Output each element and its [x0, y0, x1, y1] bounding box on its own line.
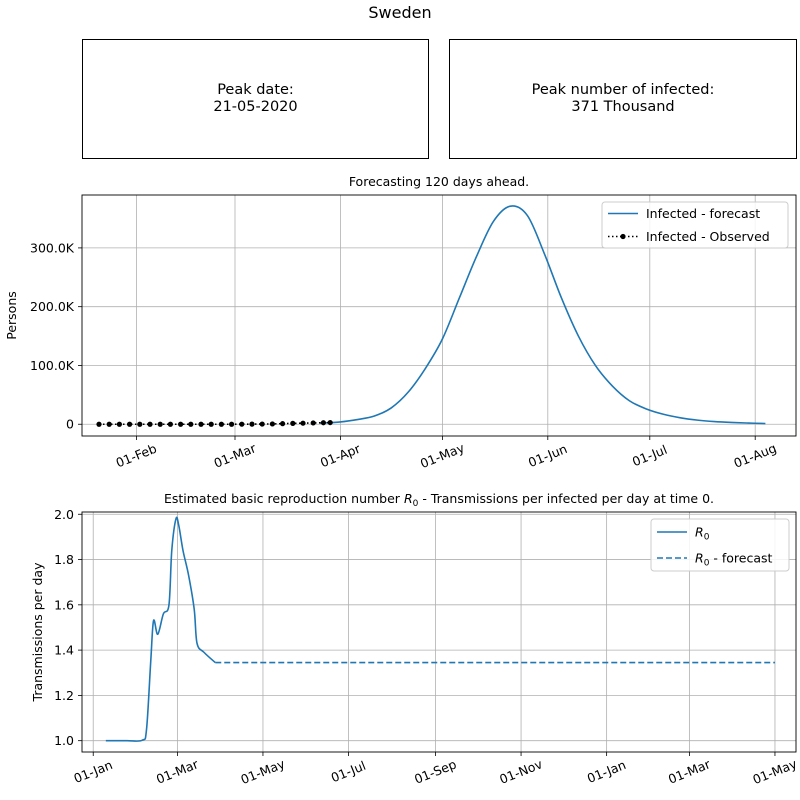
data-point	[167, 421, 173, 427]
peak-infected-box: Peak number of infected: 371 Thousand	[449, 39, 797, 159]
x-tick-label: 01-Jul	[329, 758, 368, 785]
x-tick-label: 01-Aug	[732, 440, 779, 471]
x-tick-label: 01-May	[418, 440, 467, 471]
data-point	[116, 421, 122, 427]
data-point	[320, 420, 326, 426]
chart-title: Forecasting 120 days ahead.	[349, 174, 529, 189]
data-point	[300, 420, 306, 426]
data-point	[239, 421, 245, 427]
chart-2: Estimated basic reproduction number R0 -…	[30, 491, 800, 787]
y-tick-label: 1.4	[54, 643, 74, 658]
x-tick-label: 01-May	[751, 756, 800, 787]
y-tick-label: 1.0	[54, 733, 74, 748]
series-line-2	[99, 421, 331, 426]
series-line-1	[105, 516, 216, 742]
legend-marker	[620, 233, 626, 240]
chart-title: Estimated basic reproduction number R0 -…	[164, 491, 714, 509]
data-point	[137, 421, 143, 427]
peak-infected-label: Peak number of infected:	[531, 82, 715, 98]
x-tick-label: 01-May	[239, 756, 288, 787]
x-tick-label: 01-Sep	[412, 756, 458, 786]
y-tick-label: 1.8	[54, 552, 74, 567]
data-point	[96, 421, 102, 427]
x-tick-label: 01-Apr	[318, 440, 363, 470]
x-tick-label: 01-Mar	[666, 756, 713, 787]
data-point	[106, 421, 112, 427]
data-point	[147, 421, 153, 427]
data-point	[259, 421, 265, 427]
y-axis-label: Transmissions per day	[30, 562, 45, 703]
data-point	[218, 421, 224, 427]
peak-date-label: Peak date:	[217, 82, 294, 98]
series-line-1	[319, 205, 766, 425]
legend-label-1: R0	[695, 525, 710, 543]
legend-label-2: Infected - Observed	[646, 229, 770, 244]
legend: R0 R0 - forecast	[650, 518, 790, 572]
peak-date-box: Peak date: 21-05-2020	[82, 39, 429, 159]
data-point	[280, 421, 286, 427]
data-point	[188, 421, 194, 427]
data-point	[290, 420, 296, 426]
x-tick-label: 01-Nov	[497, 756, 545, 787]
x-tick-label: 01-Jan	[585, 757, 628, 786]
plot-frame	[81, 511, 797, 753]
data-point	[198, 421, 204, 427]
data-point	[229, 421, 235, 427]
peak-date-value: 21-05-2020	[213, 99, 298, 115]
x-tick-label: 01-Mar	[154, 756, 201, 787]
data-point	[269, 421, 275, 427]
data-point	[127, 421, 133, 427]
y-tick-label: 200.0K	[30, 299, 75, 314]
peak-infected-value: 371 Thousand	[571, 99, 675, 115]
x-tick-label: 01-Jan	[72, 757, 115, 786]
data-point	[310, 420, 316, 426]
x-tick-label: 01-Jun	[526, 441, 569, 470]
data-point	[327, 419, 333, 426]
data-point	[157, 421, 163, 427]
chart-1: Forecasting 120 days ahead. 01-Feb 01-Mar 0…	[4, 174, 797, 471]
figure-title: Sweden	[368, 3, 432, 22]
data-point	[178, 421, 184, 427]
legend-box	[601, 201, 789, 249]
data-point	[208, 421, 214, 427]
legend-label-1: Infected - forecast	[646, 206, 760, 221]
x-tick-label: 01-Feb	[114, 441, 159, 471]
x-tick-label: 01-Mar	[212, 440, 259, 471]
y-tick-label: 100.0K	[30, 358, 75, 373]
y-tick-label: 1.2	[54, 688, 74, 703]
x-tick-label: 01-Jul	[630, 442, 669, 469]
data-point	[249, 421, 255, 427]
plot-frame	[81, 194, 797, 437]
y-tick-label: 1.6	[54, 597, 74, 612]
legend-label-2: R0 - forecast	[695, 551, 773, 569]
y-tick-label: 2.0	[54, 507, 74, 522]
y-tick-label: 300.0K	[30, 240, 75, 255]
y-axis-label: Persons	[4, 291, 19, 340]
y-tick-label: 0	[66, 417, 74, 432]
legend: Infected - forecast Infected - Observed	[601, 201, 789, 249]
